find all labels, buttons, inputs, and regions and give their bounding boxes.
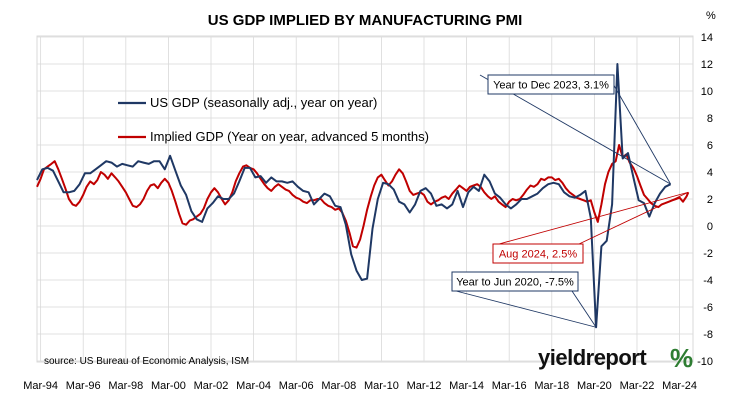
y-axis: -10 -8 -6 -4 -2 0 2 4 6 8 10 12 14: [697, 32, 713, 368]
y-tick-label-9: 8: [707, 113, 713, 125]
chart-title: US GDP IMPLIED BY MANUFACTURING PMI: [208, 12, 522, 29]
logo-wordmark: yieldreport: [538, 345, 647, 370]
y-tick-label-0: -10: [697, 356, 713, 368]
x-axis: Mar-94 Mar-96 Mar-98 Mar-00 Mar-02 Mar-04 Mar-…: [23, 380, 697, 392]
annotation-leader-1-1: [578, 191, 689, 245]
y-tick-label-10: 10: [701, 86, 713, 98]
x-tick-label-11: Mar-16: [492, 380, 527, 392]
annotation-box-0: [487, 74, 615, 95]
annotations: Year to Dec 2023, 3.1% Aug 2024, 2.5% Year…: [451, 74, 689, 328]
x-tick-label-4: Mar-02: [194, 380, 229, 392]
y-tick-label-3: -4: [703, 275, 713, 287]
annotation-box-2: [451, 271, 579, 292]
y-tick-label-2: -6: [703, 302, 713, 314]
x-tick-label-12: Mar-18: [534, 380, 569, 392]
y-tick-label-7: 4: [707, 167, 713, 179]
y-tick-label-1: -8: [703, 329, 713, 341]
annotation-leader-1-0: [498, 191, 689, 245]
y-tick-label-8: 6: [707, 140, 713, 152]
x-tick-label-8: Mar-10: [364, 380, 399, 392]
x-tick-label-7: Mar-08: [321, 380, 356, 392]
y-tick-label-4: -2: [703, 248, 713, 260]
x-tick-label-15: Mar-24: [662, 380, 697, 392]
source-note: source: US Bureau of Economic Analysis, …: [44, 356, 249, 367]
grid-lines: [37, 36, 693, 362]
y-unit-label: %: [706, 10, 716, 22]
logo-percent: %: [670, 343, 693, 373]
x-tick-label-10: Mar-14: [449, 380, 484, 392]
x-tick-label-1: Mar-96: [66, 380, 101, 392]
annotation-label-0: Year to Dec 2023, 3.1%: [493, 80, 609, 92]
annotation-label-2: Year to Jun 2020, -7.5%: [456, 277, 574, 289]
x-tick-label-0: Mar-94: [23, 380, 58, 392]
y-tick-label-12: 14: [701, 32, 713, 44]
y-tick-label-6: 2: [707, 194, 713, 206]
y-tick-label-5: 0: [707, 221, 713, 233]
annotation-label-1: Aug 2024, 2.5%: [499, 249, 578, 261]
annotation-leader-2-1: [571, 290, 597, 328]
legend-label-implied-gdp: Implied GDP (Year on year, advanced 5 mo…: [150, 129, 429, 144]
yieldreport-logo: yieldreport %: [538, 343, 693, 373]
series-lines: [36, 63, 690, 329]
x-tick-label-14: Mar-22: [620, 380, 655, 392]
legend: US GDP (seasonally adj., year on year) I…: [118, 95, 429, 144]
series-line-0: [36, 63, 672, 329]
series-line-1: [36, 144, 690, 249]
x-tick-label-13: Mar-20: [577, 380, 612, 392]
x-tick-label-2: Mar-98: [108, 380, 143, 392]
legend-label-us-gdp: US GDP (seasonally adj., year on year): [150, 95, 377, 110]
annotation-leader-2-0: [455, 290, 597, 328]
annotation-leader-0-1: [607, 74, 672, 185]
annotation-box-1: [492, 243, 584, 264]
x-tick-label-3: Mar-00: [151, 380, 186, 392]
x-tick-label-5: Mar-04: [236, 380, 271, 392]
x-tick-label-6: Mar-06: [279, 380, 314, 392]
x-tick-label-9: Mar-12: [407, 380, 442, 392]
y-tick-label-11: 12: [701, 59, 713, 71]
